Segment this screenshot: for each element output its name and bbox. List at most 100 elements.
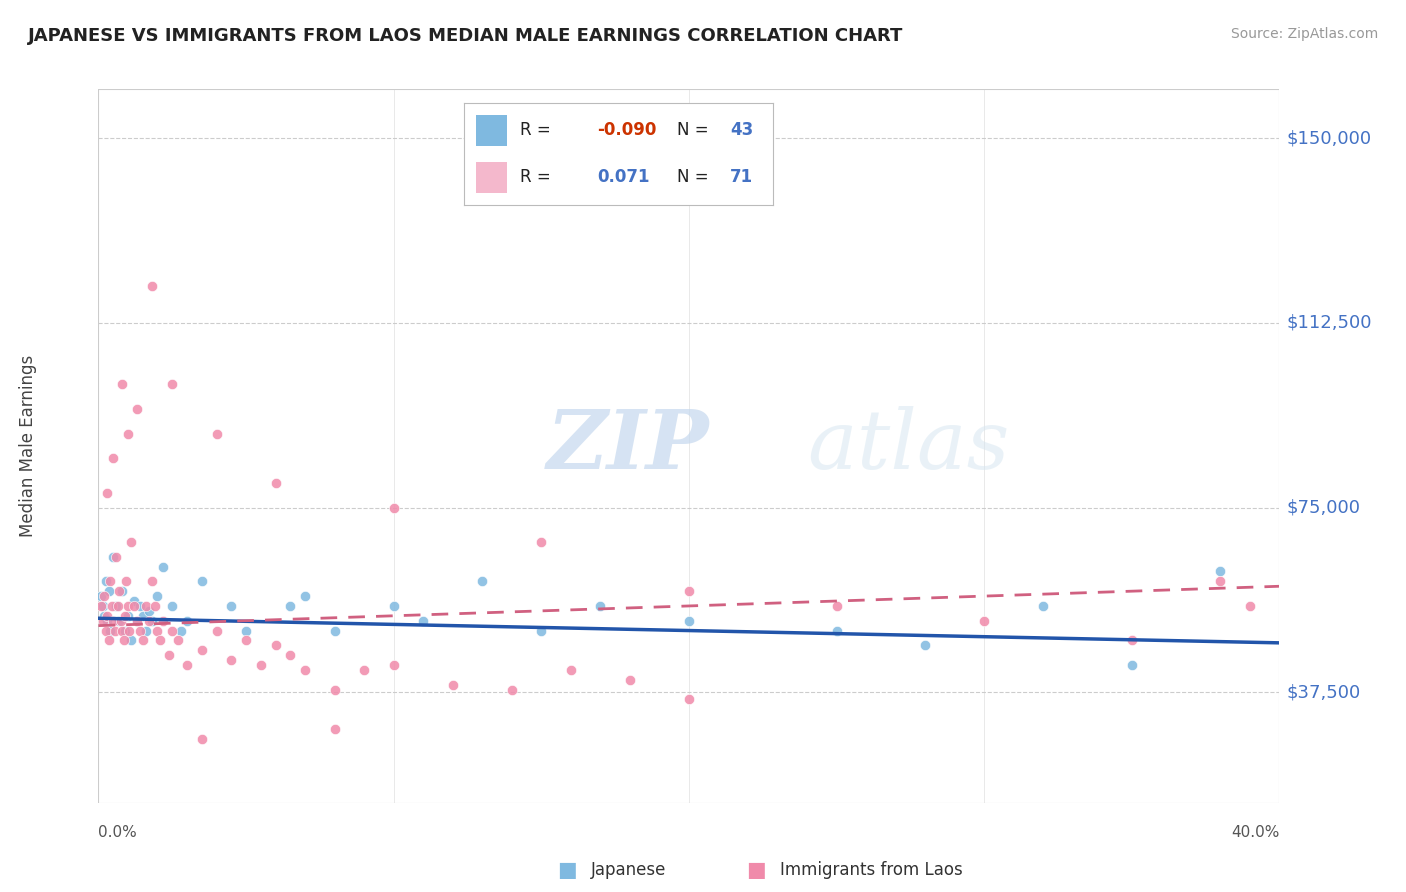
Point	[125, 614, 148, 628]
Text: ZIP: ZIP	[547, 406, 710, 486]
Point	[1032, 599, 1054, 613]
Point	[157, 648, 180, 662]
Point	[176, 614, 198, 628]
Text: $150,000: $150,000	[1286, 129, 1372, 147]
Point	[323, 722, 346, 736]
Point	[114, 608, 136, 623]
Point	[152, 559, 174, 574]
Point	[146, 589, 169, 603]
Point	[501, 682, 523, 697]
Point	[125, 614, 148, 628]
Point	[205, 624, 228, 638]
Point	[471, 574, 494, 589]
Point	[105, 599, 128, 613]
Point	[219, 653, 243, 667]
Point	[205, 426, 228, 441]
Point	[97, 633, 120, 648]
Point	[235, 624, 257, 638]
Point	[382, 500, 405, 515]
Text: N =: N =	[678, 121, 714, 139]
Point	[412, 614, 434, 628]
Point	[250, 658, 273, 673]
Point	[530, 624, 553, 638]
Point	[122, 594, 145, 608]
Point	[149, 633, 172, 648]
Text: $75,000: $75,000	[1286, 499, 1361, 516]
Point	[96, 614, 118, 628]
Point	[115, 574, 138, 589]
Text: atlas: atlas	[807, 406, 1010, 486]
Point	[91, 614, 114, 628]
Point	[94, 574, 117, 589]
Point	[107, 599, 129, 613]
Point	[278, 648, 302, 662]
Point	[138, 604, 160, 618]
Point	[1209, 565, 1232, 579]
Point	[323, 682, 346, 697]
Point	[120, 535, 142, 549]
Text: $112,500: $112,500	[1286, 314, 1372, 332]
Point	[162, 624, 183, 638]
Point	[264, 475, 287, 490]
Text: Immigrants from Laos: Immigrants from Laos	[780, 861, 963, 879]
Point	[103, 614, 125, 628]
Point	[1121, 633, 1143, 648]
Point	[90, 599, 112, 613]
Point	[96, 485, 118, 500]
Point	[90, 589, 112, 603]
Point	[117, 426, 139, 441]
Text: Median Male Earnings: Median Male Earnings	[20, 355, 37, 537]
Text: 0.0%: 0.0%	[98, 825, 138, 840]
Point	[973, 614, 995, 628]
Text: $37,500: $37,500	[1286, 683, 1361, 701]
Text: N =: N =	[678, 169, 714, 186]
Text: 43: 43	[730, 121, 754, 139]
Point	[191, 574, 214, 589]
Point	[176, 658, 198, 673]
Point	[825, 599, 848, 613]
Point	[323, 624, 346, 638]
Point	[120, 633, 142, 648]
Point	[111, 584, 134, 599]
Point	[103, 451, 125, 466]
Point	[112, 633, 135, 648]
Point	[278, 599, 302, 613]
Point	[141, 614, 163, 628]
Point	[117, 599, 139, 613]
Text: R =: R =	[520, 121, 555, 139]
Text: 71: 71	[730, 169, 754, 186]
Point	[128, 599, 150, 613]
Point	[117, 608, 139, 623]
Point	[97, 584, 120, 599]
Point	[93, 608, 115, 623]
Point	[294, 663, 316, 677]
Point	[111, 377, 134, 392]
Point	[93, 589, 115, 603]
Point	[162, 377, 183, 392]
Point	[441, 678, 464, 692]
Point	[125, 402, 148, 417]
Text: Japanese: Japanese	[591, 861, 666, 879]
Point	[98, 574, 121, 589]
Point	[96, 608, 118, 623]
Bar	[477, 115, 508, 145]
Point	[128, 624, 150, 638]
Point	[104, 624, 127, 638]
Point	[110, 614, 132, 628]
Point	[678, 614, 700, 628]
Point	[98, 624, 121, 638]
Point	[914, 638, 936, 652]
Point	[122, 599, 145, 613]
Text: 40.0%: 40.0%	[1232, 825, 1279, 840]
Text: JAPANESE VS IMMIGRANTS FROM LAOS MEDIAN MALE EARNINGS CORRELATION CHART: JAPANESE VS IMMIGRANTS FROM LAOS MEDIAN …	[28, 27, 904, 45]
Point	[825, 624, 848, 638]
Point	[1239, 599, 1261, 613]
Bar	[477, 162, 508, 193]
Point	[191, 731, 214, 746]
Text: -0.090: -0.090	[598, 121, 657, 139]
Point	[138, 614, 160, 628]
Text: R =: R =	[520, 169, 555, 186]
Point	[152, 614, 174, 628]
Point	[108, 614, 131, 628]
Point	[235, 633, 257, 648]
